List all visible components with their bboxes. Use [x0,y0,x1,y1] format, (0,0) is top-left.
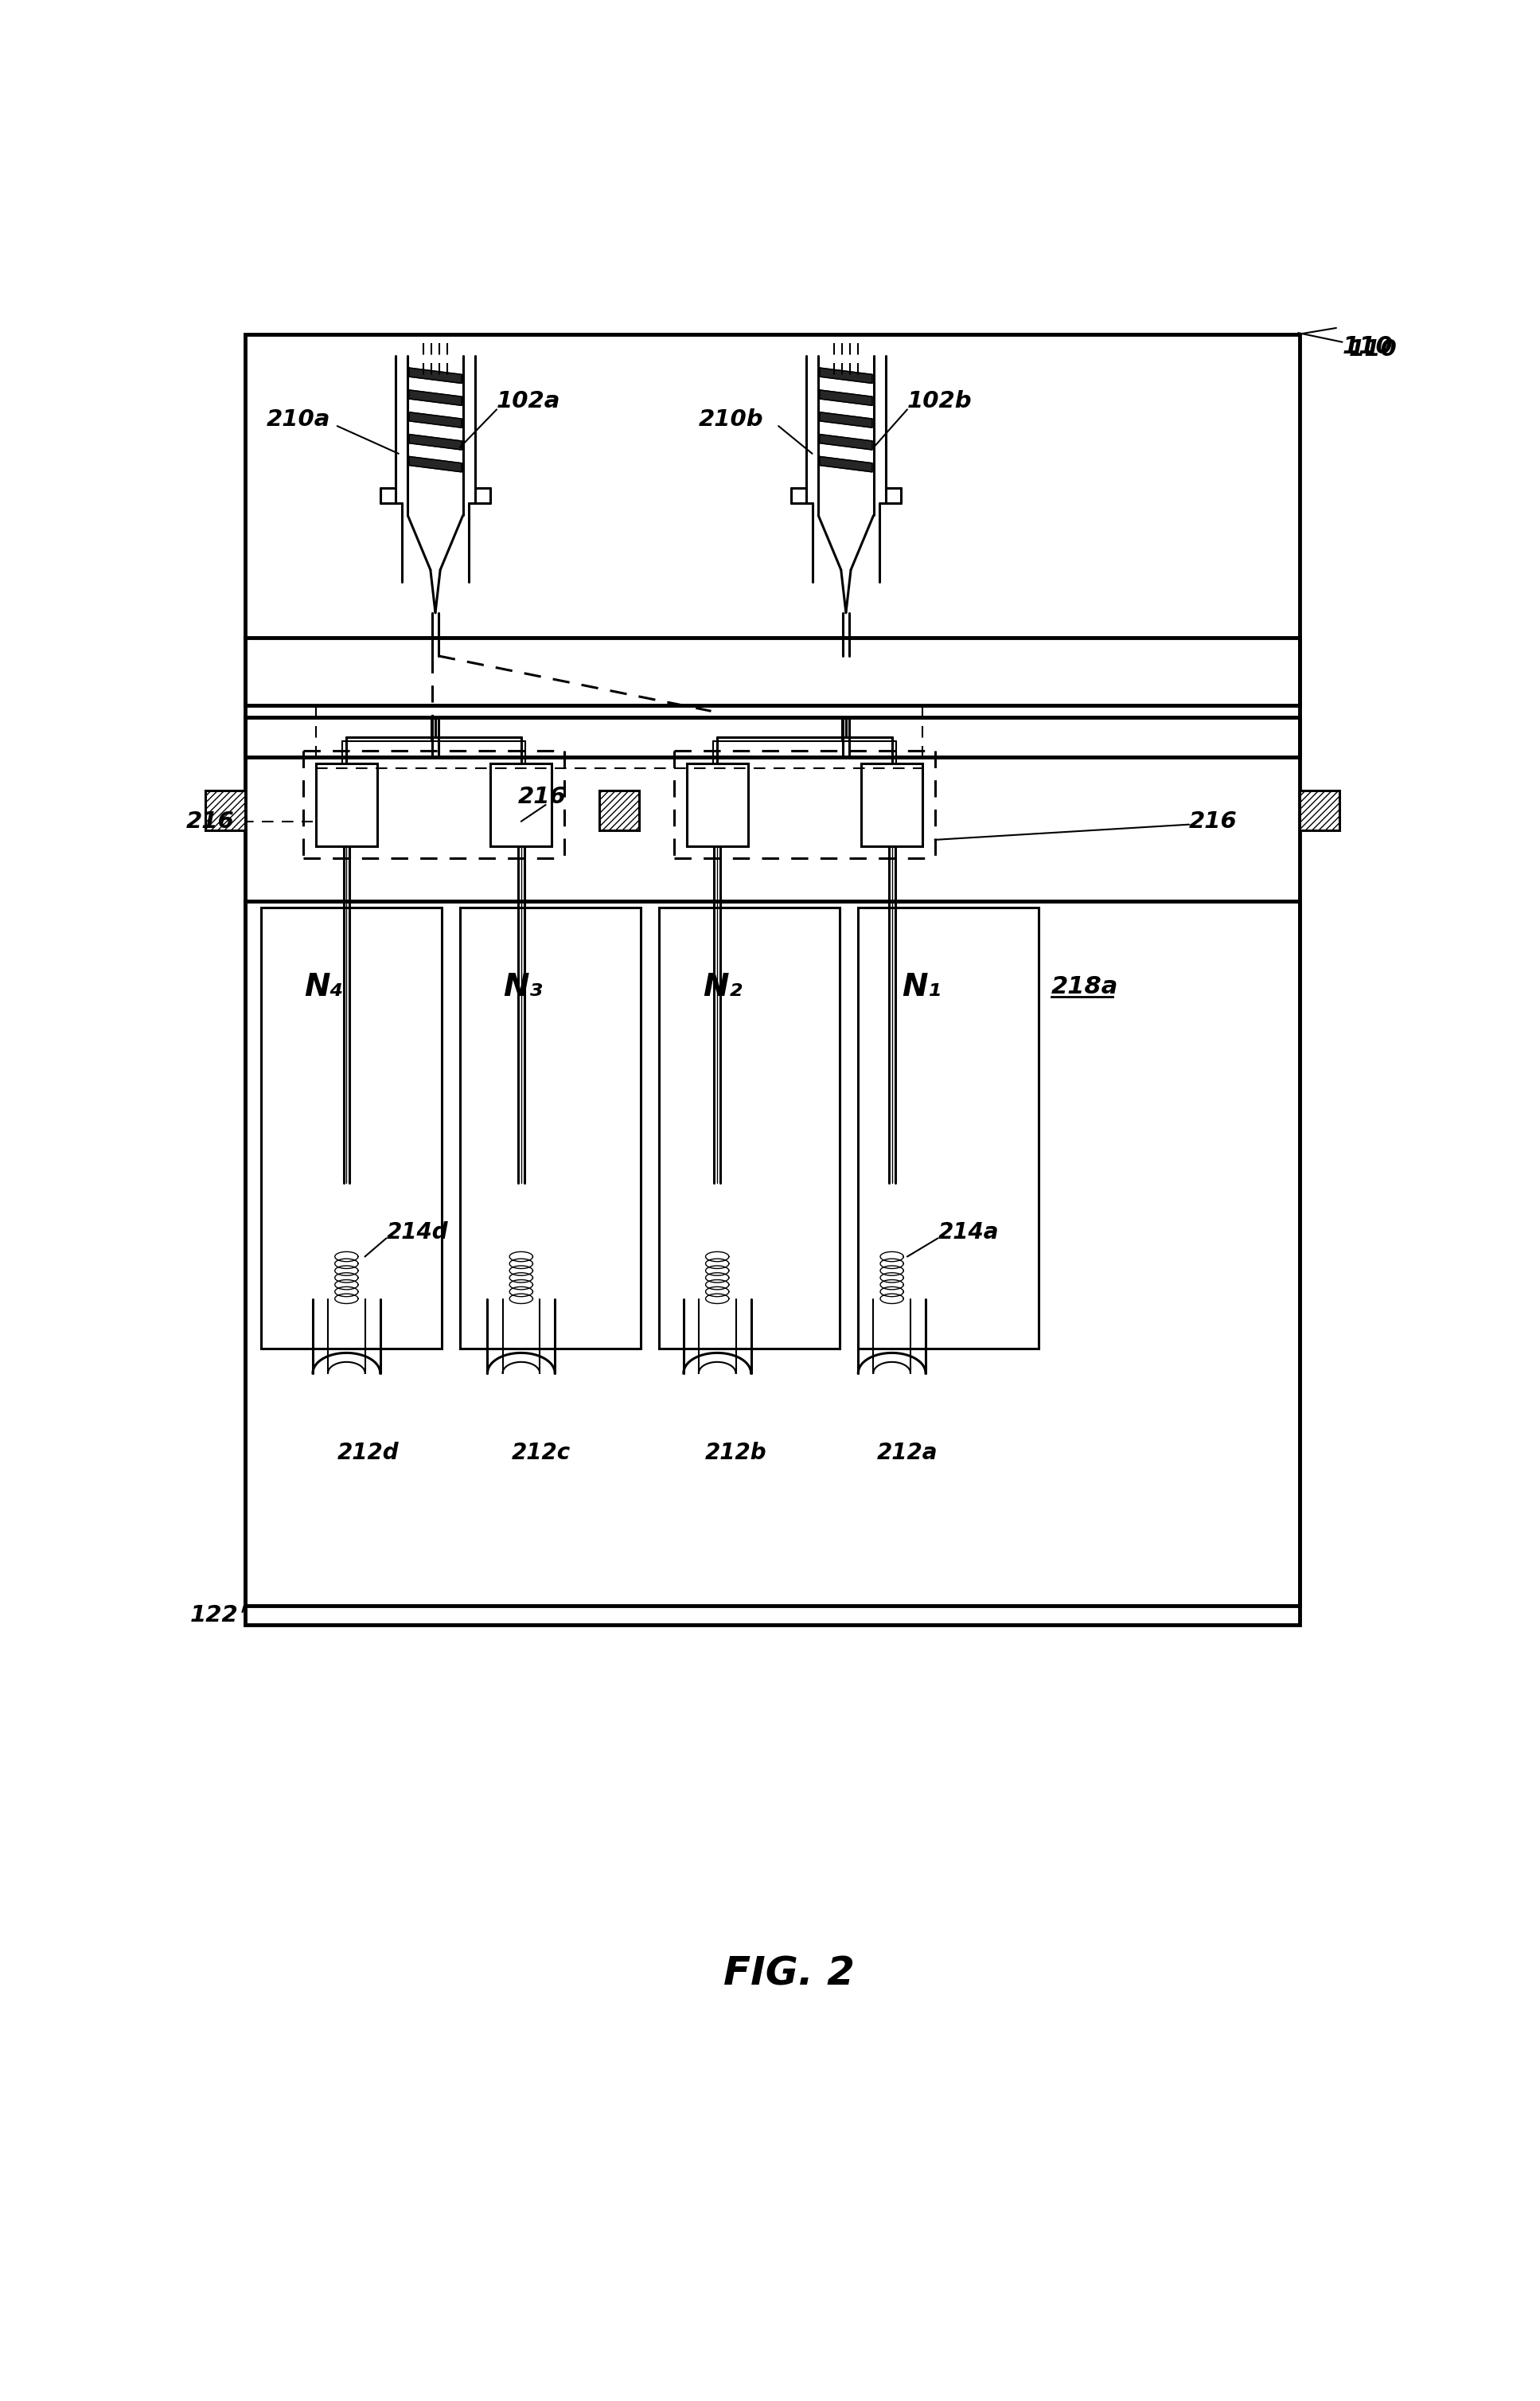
Polygon shape [410,413,462,427]
Polygon shape [410,389,462,406]
Text: N₂: N₂ [702,972,742,1001]
Bar [1300,790,1340,831]
Text: 102b: 102b [907,391,972,413]
Bar [245,639,1300,706]
Polygon shape [819,389,872,406]
Text: 212d: 212d [337,1441,399,1465]
Text: 210b: 210b [699,408,764,432]
Bar [460,908,641,1349]
Text: 214a: 214a [938,1222,999,1244]
Text: 216: 216 [1189,809,1238,833]
Text: 214d: 214d [387,1222,448,1244]
Text: 110: 110 [1349,339,1397,360]
Text: N₄: N₄ [305,972,343,1001]
Bar [687,764,748,845]
Bar [245,334,1300,1625]
Bar [858,908,1040,1349]
Text: FIG. 2: FIG. 2 [724,1954,855,1993]
Text: 110: 110 [1343,334,1394,358]
Polygon shape [410,367,462,384]
Bar [659,908,839,1349]
Text: 122: 122 [189,1604,239,1625]
Text: 216: 216 [517,785,567,809]
Bar [861,764,922,845]
Bar [260,908,442,1349]
Polygon shape [410,456,462,473]
Text: 212b: 212b [705,1441,767,1465]
Polygon shape [819,367,872,384]
Text: N₃: N₃ [504,972,542,1001]
Text: 212a: 212a [876,1441,938,1465]
Text: 216: 216 [186,809,234,833]
Polygon shape [410,435,462,449]
Text: 212c: 212c [511,1441,571,1465]
Polygon shape [819,413,872,427]
Text: 102a: 102a [496,391,561,413]
Bar [599,790,639,831]
Text: 218a: 218a [1052,975,1118,999]
Polygon shape [819,435,872,449]
Polygon shape [819,456,872,473]
Text: N₁: N₁ [902,972,941,1001]
Bar [316,764,377,845]
Bar [491,764,551,845]
Bar [245,718,1300,756]
Bar [245,900,1300,1606]
Bar [205,790,245,831]
Text: 210a: 210a [266,408,331,432]
